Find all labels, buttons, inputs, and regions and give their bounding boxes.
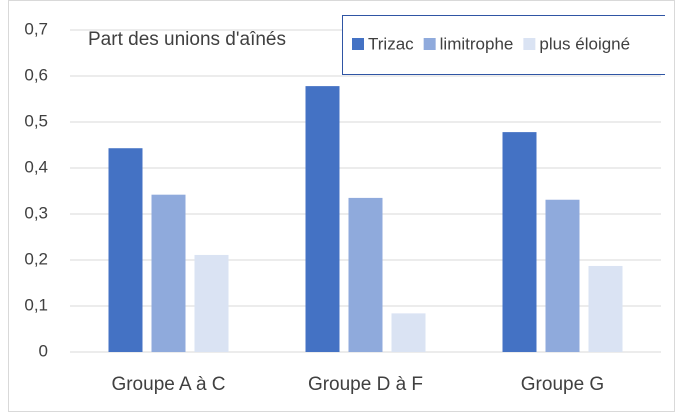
y-tick-label: 0,7: [24, 19, 48, 38]
y-tick-label: 0,2: [24, 249, 48, 268]
bar: [194, 254, 229, 352]
y-tick-label: 0,5: [24, 111, 48, 130]
x-tick-label: Groupe D à F: [308, 374, 423, 395]
legend-swatch: [352, 38, 364, 50]
bar: [588, 265, 623, 352]
legend: Trizac limitrophe plus éloigné: [352, 34, 630, 53]
legend-swatch: [523, 38, 536, 50]
y-tick-label: 0,4: [24, 157, 48, 176]
bar: [502, 132, 537, 352]
chart-title: Part des unions d'aînés: [88, 29, 286, 50]
x-tick-label: Groupe A à C: [111, 374, 225, 395]
legend-label: plus éloigné: [539, 34, 630, 53]
bar: [348, 197, 383, 352]
x-tick-label: Groupe G: [521, 374, 604, 395]
legend-label: limitrophe: [440, 34, 514, 53]
bar: [305, 86, 340, 353]
y-tick-label: 0,6: [24, 65, 48, 84]
y-tick-label: 0,3: [24, 203, 48, 222]
y-tick-label: 0: [39, 341, 48, 360]
bar: [391, 313, 426, 352]
legend-label: Trizac: [368, 34, 414, 53]
legend-swatch: [423, 38, 436, 50]
y-tick-label: 0,1: [24, 295, 48, 314]
legend-box: [342, 15, 665, 75]
bar: [108, 148, 143, 352]
bar: [151, 194, 186, 352]
bar: [545, 199, 580, 352]
